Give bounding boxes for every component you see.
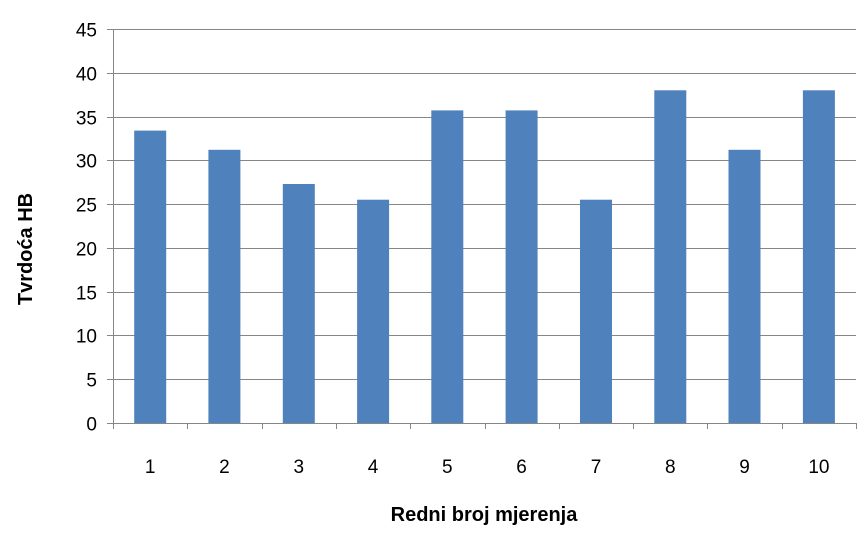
bar xyxy=(134,130,167,423)
x-tick-labels: 1 2 3 4 5 6 7 8 9 10 xyxy=(145,457,830,478)
bar xyxy=(580,199,612,423)
bars xyxy=(134,90,835,424)
axes xyxy=(107,29,857,429)
y-tick-label: 5 xyxy=(86,371,97,392)
bar xyxy=(208,149,241,424)
y-axis-title: Tvrdoća HB xyxy=(15,193,37,305)
x-tick-label: 8 xyxy=(665,457,676,478)
bar xyxy=(802,90,835,424)
bar xyxy=(654,90,687,424)
bar xyxy=(431,110,464,424)
y-tick-label: 0 xyxy=(86,415,97,436)
y-tick-label: 20 xyxy=(76,240,97,261)
x-tick-label: 7 xyxy=(591,457,602,478)
y-tick-label: 45 xyxy=(76,21,97,42)
x-tick-label: 4 xyxy=(368,457,379,478)
bar xyxy=(505,110,538,424)
x-tick-label: 10 xyxy=(808,457,829,478)
y-tick-labels: 0 5 10 15 20 25 30 35 40 45 xyxy=(76,21,97,436)
x-tick-label: 6 xyxy=(516,457,527,478)
y-tick-label: 15 xyxy=(76,284,97,305)
y-tick-label: 10 xyxy=(76,327,97,348)
bar xyxy=(357,199,390,423)
x-tick-label: 9 xyxy=(739,457,750,478)
y-tick-label: 25 xyxy=(76,196,97,217)
x-tick-label: 5 xyxy=(442,457,453,478)
x-tick-label: 2 xyxy=(219,457,230,478)
x-tick-label: 1 xyxy=(145,457,156,478)
y-tick-label: 40 xyxy=(76,65,97,86)
y-tick-label: 30 xyxy=(76,152,97,173)
x-axis-title: Redni broj mjerenja xyxy=(391,504,579,526)
bar xyxy=(728,149,761,424)
bar xyxy=(282,184,315,423)
y-tick-label: 35 xyxy=(76,109,97,130)
x-tick-label: 3 xyxy=(294,457,305,478)
